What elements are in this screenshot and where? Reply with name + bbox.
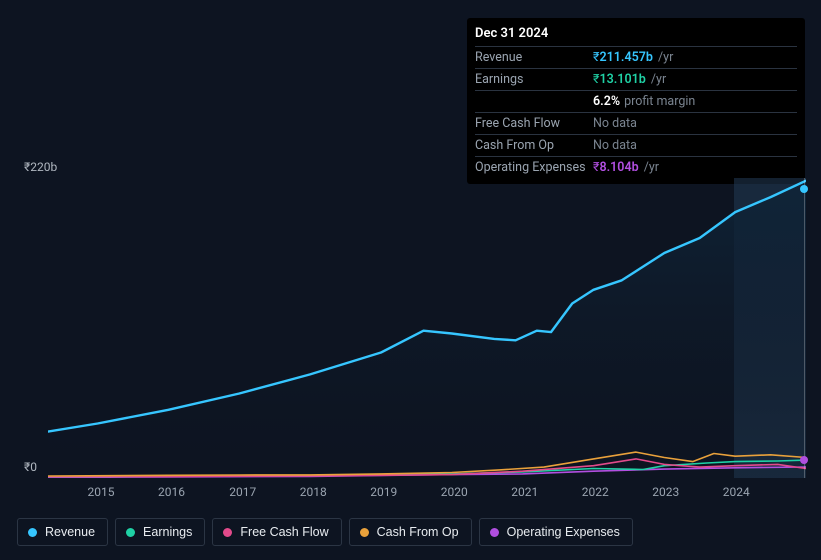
legend-item-earnings[interactable]: Earnings — [115, 518, 205, 546]
tooltip-row-value: ₹13.101b /yr — [593, 72, 797, 87]
legend: Revenue Earnings Free Cash Flow Cash From O… — [17, 518, 633, 546]
data-tooltip: Dec 31 2024 Revenue₹211.457b /yrEarnings… — [467, 18, 805, 184]
tooltip-pct-label: profit margin — [624, 94, 695, 109]
tooltip-date: Dec 31 2024 — [475, 24, 797, 46]
x-tick: 2015 — [88, 485, 115, 499]
tooltip-row: Operating Expenses₹8.104b /yr — [475, 156, 797, 178]
tooltip-row-value: ₹8.104b /yr — [593, 160, 797, 175]
tooltip-row: Free Cash FlowNo data — [475, 112, 797, 134]
legend-dot-icon — [360, 528, 369, 537]
x-tick: 2019 — [370, 485, 397, 499]
tooltip-number: 8.104b — [599, 160, 638, 175]
tooltip-row: Revenue₹211.457b /yr — [475, 46, 797, 68]
tooltip-row-label: Cash From Op — [475, 138, 593, 153]
x-tick: 2024 — [723, 485, 750, 499]
legend-item-cash-from-op[interactable]: Cash From Op — [349, 518, 472, 546]
tooltip-unit: /yr — [648, 72, 666, 87]
x-tick: 2016 — [158, 485, 185, 499]
tooltip-pct: 6.2% — [593, 94, 620, 109]
tooltip-row: Cash From OpNo data — [475, 134, 797, 156]
x-tick: 2020 — [441, 485, 468, 499]
legend-item-free-cash-flow[interactable]: Free Cash Flow — [212, 518, 341, 546]
legend-item-label: Revenue — [45, 525, 95, 539]
legend-dot-icon — [126, 528, 135, 537]
tooltip-row-label — [475, 94, 593, 109]
tooltip-row: Earnings₹13.101b /yr — [475, 68, 797, 90]
tooltip-number: 13.101b — [599, 72, 645, 87]
tooltip-rows: Revenue₹211.457b /yrEarnings₹13.101b /yr… — [475, 46, 797, 178]
opex-end-marker — [800, 456, 808, 464]
legend-item-revenue[interactable]: Revenue — [17, 518, 108, 546]
tooltip-unit: /yr — [655, 50, 673, 65]
tooltip-unit: /yr — [641, 160, 659, 175]
tooltip-row-value: No data — [593, 138, 797, 153]
legend-item-label: Free Cash Flow — [240, 525, 328, 539]
legend-item-label: Cash From Op — [377, 525, 459, 539]
chart-area — [48, 178, 806, 478]
tooltip-number: 211.457b — [599, 50, 652, 65]
legend-item-label: Operating Expenses — [507, 525, 620, 539]
tooltip-row: 6.2% profit margin — [475, 90, 797, 112]
legend-dot-icon — [223, 528, 232, 537]
tooltip-row-label: Operating Expenses — [475, 160, 593, 175]
cursor-vertical-line — [804, 178, 805, 478]
tooltip-nodata: No data — [593, 138, 637, 153]
line-chart — [48, 178, 806, 478]
x-tick: 2023 — [652, 485, 679, 499]
tooltip-nodata: No data — [593, 116, 637, 131]
tooltip-row-label: Free Cash Flow — [475, 116, 593, 131]
tooltip-row-value: ₹211.457b /yr — [593, 50, 797, 65]
x-axis: 2015 2016 2017 2018 2019 2020 2021 2022 2023 2024 — [48, 485, 806, 503]
y-axis-bottom-label: ₹0 — [24, 460, 37, 474]
x-tick: 2017 — [229, 485, 256, 499]
legend-item-label: Earnings — [143, 525, 192, 539]
tooltip-row-label: Revenue — [475, 50, 593, 65]
legend-dot-icon — [490, 528, 499, 537]
tooltip-row-label: Earnings — [475, 72, 593, 87]
y-axis-top-label: ₹220b — [24, 160, 57, 174]
x-tick: 2018 — [300, 485, 327, 499]
x-tick: 2022 — [582, 485, 609, 499]
legend-dot-icon — [28, 528, 37, 537]
x-tick: 2021 — [511, 485, 538, 499]
tooltip-row-value: 6.2% profit margin — [593, 94, 797, 109]
legend-item-operating-expenses[interactable]: Operating Expenses — [479, 518, 633, 546]
revenue-end-marker — [800, 185, 808, 193]
tooltip-row-value: No data — [593, 116, 797, 131]
